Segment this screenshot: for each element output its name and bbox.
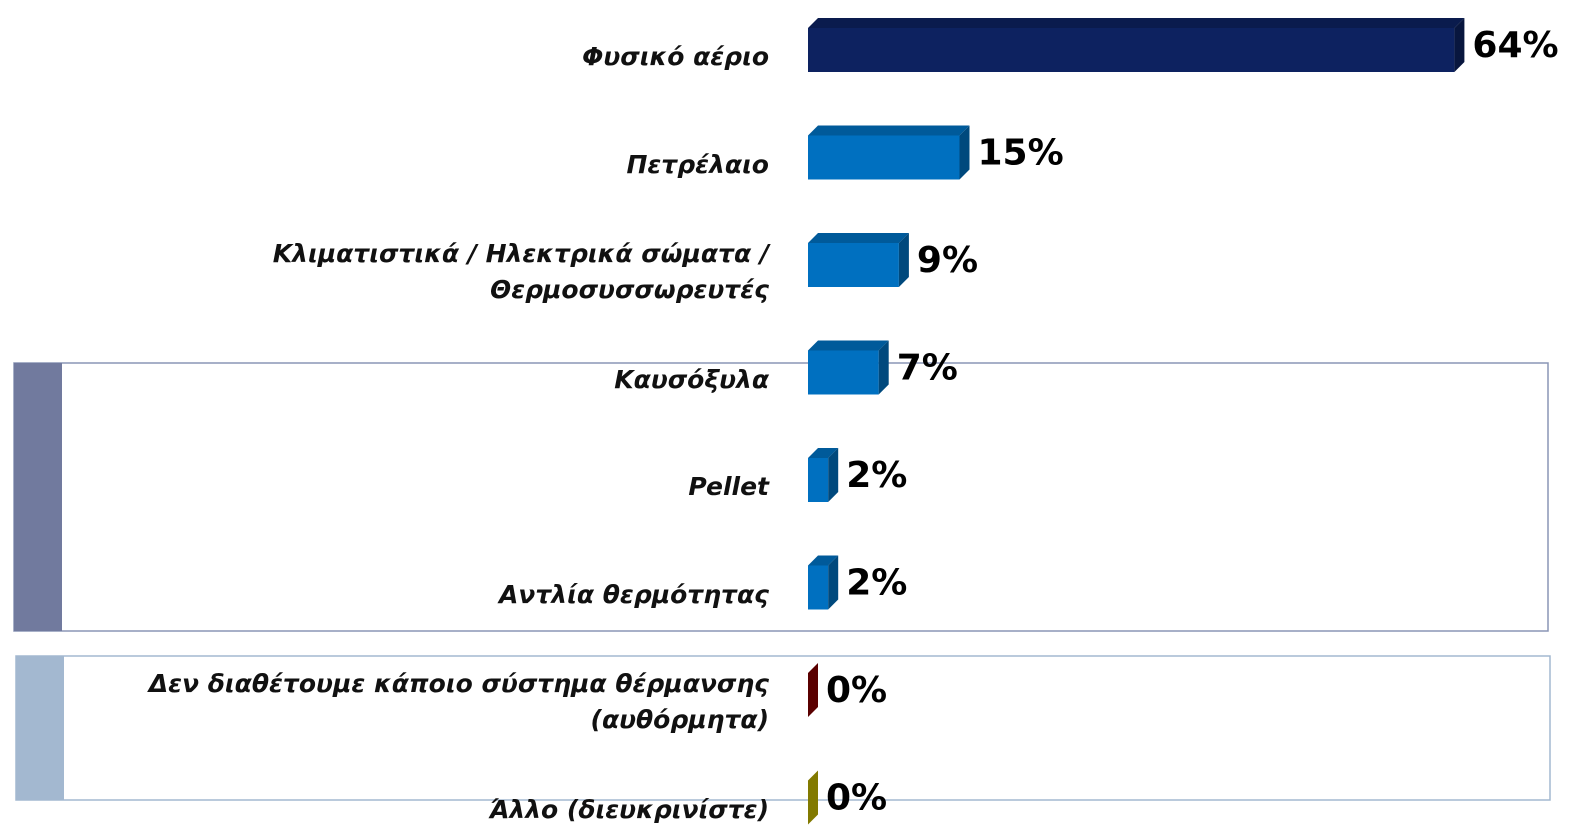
bar bbox=[808, 555, 839, 610]
value-label: 2% bbox=[846, 563, 907, 604]
value-label: 0% bbox=[826, 670, 887, 711]
category-label: Πετρέλαιο bbox=[626, 149, 769, 179]
bar-side bbox=[959, 125, 970, 180]
bar-side bbox=[828, 448, 839, 502]
category-label: Άλλο (διευκρινίστε) bbox=[489, 794, 769, 824]
bar-front bbox=[808, 350, 879, 395]
bar-top bbox=[808, 340, 889, 351]
bar bbox=[808, 448, 839, 502]
value-label: 15% bbox=[978, 133, 1064, 174]
value-label: 9% bbox=[917, 240, 978, 281]
bar-front bbox=[808, 28, 1455, 72]
group-band bbox=[16, 656, 64, 800]
bar-top bbox=[808, 233, 909, 243]
bar-front bbox=[808, 135, 960, 180]
category-label: Αντλία θερμότητας bbox=[498, 579, 769, 609]
bar bbox=[808, 770, 818, 825]
category-label: Δεν διαθέτουμε κάποιο σύστημα θέρμανσης … bbox=[148, 669, 769, 734]
bar-top bbox=[808, 555, 839, 566]
bar bbox=[808, 125, 970, 180]
bar bbox=[808, 233, 909, 287]
group-band bbox=[14, 363, 62, 631]
value-label: 2% bbox=[846, 455, 907, 496]
bar-front bbox=[808, 565, 829, 610]
bar-side bbox=[898, 233, 909, 287]
value-label: 64% bbox=[1472, 25, 1558, 66]
value-label: 7% bbox=[897, 348, 958, 389]
bar-side bbox=[878, 340, 889, 395]
bar bbox=[808, 18, 1465, 72]
value-label: 0% bbox=[826, 778, 887, 819]
bar bbox=[808, 663, 818, 717]
bar-front bbox=[808, 243, 899, 287]
category-label: Καυσόξυλα bbox=[614, 364, 769, 394]
bar-side bbox=[808, 770, 818, 825]
bar-top bbox=[808, 448, 839, 458]
bar-front bbox=[808, 458, 829, 502]
bar-top bbox=[808, 125, 970, 136]
category-label: Pellet bbox=[688, 472, 769, 501]
bar bbox=[808, 340, 889, 395]
category-label: Κλιματιστικά / Ηλεκτρικά σώματα / Θερμοσ… bbox=[272, 239, 769, 304]
bar-side bbox=[1454, 18, 1465, 72]
bar-side bbox=[808, 663, 818, 717]
bar-side bbox=[828, 555, 839, 610]
category-label: Φυσικό αέριο bbox=[582, 42, 769, 71]
bar-top bbox=[808, 18, 1465, 28]
